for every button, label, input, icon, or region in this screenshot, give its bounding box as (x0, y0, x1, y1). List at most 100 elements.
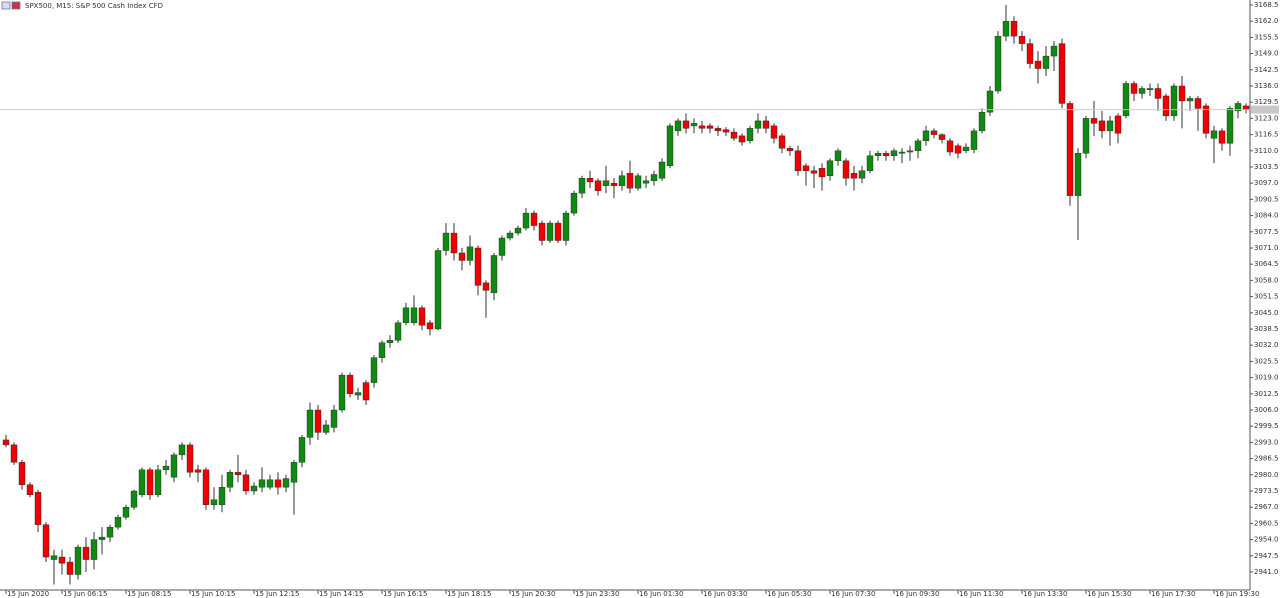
candle-body (474, 247, 482, 286)
candle-body (554, 222, 562, 241)
candle-body (1098, 120, 1106, 132)
candle-body (290, 462, 298, 483)
candle-body (874, 153, 882, 156)
y-tick-label: 3051.5 (1254, 293, 1279, 301)
y-tick-label: 3058.0 (1254, 276, 1279, 284)
candle-body (506, 232, 514, 239)
x-tick-label: 16 Jun 19:30 (1215, 590, 1259, 598)
candle-body (378, 342, 386, 358)
y-tick-label: 3090.5 (1254, 195, 1279, 203)
candle-body (770, 125, 778, 139)
candle-body (82, 546, 90, 560)
candle-body (850, 173, 858, 179)
y-tick-label: 2993.0 (1254, 438, 1279, 446)
y-tick-label: 3155.5 (1254, 33, 1279, 41)
y-tick-label: 2947.5 (1254, 552, 1279, 560)
candle-body (170, 454, 178, 478)
candle-body (194, 469, 202, 473)
candle-body (354, 392, 362, 396)
x-tick-label: 15 Jun 18:15 (447, 590, 491, 598)
candle-body (1202, 105, 1210, 134)
candle-body (458, 252, 466, 261)
candle-body (674, 120, 682, 132)
candle-body (658, 161, 666, 179)
y-tick-label: 3142.5 (1254, 66, 1279, 74)
candle-body (1114, 115, 1122, 134)
candle-body (242, 474, 250, 492)
y-tick-label: 3116.5 (1254, 131, 1279, 139)
y-tick-label: 3032.0 (1254, 341, 1279, 349)
candle-body (618, 175, 626, 186)
candle-body (978, 111, 986, 132)
y-tick-label: 3071.0 (1254, 244, 1279, 252)
candle-body (1002, 20, 1010, 37)
candle-body (1066, 103, 1074, 196)
candle-body (1026, 43, 1034, 64)
candle-body (538, 222, 546, 241)
candle-body (282, 478, 290, 488)
candle-body (386, 340, 394, 343)
candle-body (114, 516, 122, 528)
candle-body (890, 150, 898, 156)
candle-body (698, 125, 706, 129)
candle-body (266, 479, 274, 488)
candle-body (1090, 118, 1098, 124)
candle-body (426, 322, 434, 330)
candle-body (1234, 103, 1242, 112)
candle-body (1162, 95, 1170, 117)
candle-body (842, 160, 850, 179)
y-tick-label: 2960.5 (1254, 519, 1279, 527)
candle-body (1218, 130, 1226, 144)
y-tick-label: 3162.0 (1254, 17, 1279, 25)
candle-body (498, 237, 506, 256)
x-tick-label: 16 Jun 05:30 (767, 590, 811, 598)
x-tick-label: 15 Jun 10:15 (191, 590, 235, 598)
candle-body (226, 472, 234, 488)
candle-body (1042, 55, 1050, 69)
candle-body (330, 409, 338, 428)
candle-body (970, 130, 978, 150)
candle-body (1242, 105, 1250, 110)
candle-body (258, 479, 266, 488)
candle-body (490, 255, 498, 294)
candle-body (826, 160, 834, 176)
candle-body (346, 374, 354, 395)
candle-body (138, 469, 146, 495)
candle-body (50, 555, 58, 560)
candle-body (930, 130, 938, 135)
y-tick-label: 3019.0 (1254, 374, 1279, 382)
candle-body (562, 212, 570, 241)
candle-body (362, 382, 370, 401)
candle-body (74, 546, 82, 575)
candle-body (146, 469, 154, 495)
candle-body (650, 174, 658, 181)
x-tick-label: 15 Jun 23:30 (575, 590, 619, 598)
candle-body (602, 180, 610, 186)
y-tick-label: 3084.0 (1254, 212, 1279, 220)
candle-body (810, 170, 818, 174)
candle-body (450, 232, 458, 254)
x-tick-label: 16 Jun 17:30 (1151, 590, 1195, 598)
candle-body (314, 409, 322, 433)
candle-body (1050, 45, 1058, 57)
candle-body (466, 246, 474, 261)
candle-body (546, 222, 554, 241)
candle-body (730, 131, 738, 139)
candle-body (122, 507, 130, 518)
candle-body (1082, 118, 1090, 154)
candle-body (1194, 98, 1202, 109)
candle-body (954, 145, 962, 154)
candle-body (1034, 60, 1042, 69)
y-tick-label: 2999.5 (1254, 422, 1279, 430)
y-tick-label: 2973.5 (1254, 487, 1279, 495)
y-tick-label: 3136.0 (1254, 82, 1279, 90)
candle-body (690, 123, 698, 127)
candle-body (530, 212, 538, 226)
candle-body (1138, 88, 1146, 94)
candle-body (1074, 153, 1082, 196)
candle-body (994, 35, 1002, 92)
y-tick-label: 2980.0 (1254, 471, 1279, 479)
chart-title: SPX500, M15: S&P 500 Cash Index CFD (25, 2, 163, 10)
candle-body (1226, 108, 1234, 144)
